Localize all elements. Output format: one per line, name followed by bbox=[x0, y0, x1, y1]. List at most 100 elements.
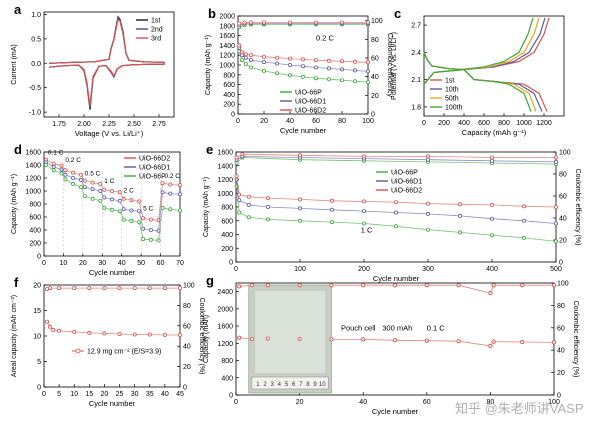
y-right-tick-label: 80 bbox=[183, 303, 191, 310]
x-tick-label: 500 bbox=[550, 266, 562, 273]
data-point bbox=[425, 211, 430, 216]
data-point bbox=[297, 197, 302, 202]
legend-label: 1st bbox=[151, 18, 160, 25]
data-point bbox=[121, 207, 126, 212]
legend-label: UiO-66D2 bbox=[391, 188, 422, 195]
y-right-tick-label: 80 bbox=[557, 303, 565, 310]
y-tick-label: 0 bbox=[229, 260, 233, 267]
series-line bbox=[423, 17, 546, 85]
data-point bbox=[51, 168, 56, 173]
data-point bbox=[552, 283, 557, 288]
data-point bbox=[117, 190, 122, 195]
data-point bbox=[326, 77, 331, 82]
data-point bbox=[78, 172, 83, 177]
data-point bbox=[162, 332, 167, 337]
x-tick-label: 1.75 bbox=[52, 121, 66, 128]
data-point bbox=[132, 286, 137, 291]
y-right-axis-label: Coulombic efficiency (%) bbox=[198, 298, 205, 375]
data-point bbox=[425, 154, 430, 159]
data-point bbox=[98, 181, 103, 186]
data-point bbox=[361, 199, 366, 204]
y-axis-label: Capacity (mAh g⁻¹) bbox=[203, 177, 210, 237]
x-tick-label: 40 bbox=[359, 399, 367, 406]
data-point bbox=[352, 79, 357, 84]
y-tick-label: 2000 bbox=[219, 14, 235, 21]
x-axis-label: Voltage (V vs. Li/Li⁺) bbox=[75, 129, 144, 138]
data-point bbox=[489, 233, 494, 238]
y-right-tick-label: 20 bbox=[557, 370, 565, 377]
panel-f: f0 5 10 15 20 25 30 35 40 4505101520020406080100C… bbox=[11, 275, 205, 408]
plot-frame bbox=[423, 15, 565, 117]
x-tick-label: 400 bbox=[486, 266, 498, 273]
x-axis-label: Capacity (mAh g⁻¹) bbox=[462, 128, 527, 137]
annotation-rate: 1 C bbox=[361, 225, 373, 234]
series-line bbox=[239, 23, 368, 28]
y-right-tick-label: 60 bbox=[557, 325, 565, 332]
legend-label: 50th bbox=[445, 96, 459, 103]
data-point bbox=[520, 283, 525, 288]
x-tick-label: 40 bbox=[161, 391, 169, 398]
data-point bbox=[554, 159, 559, 164]
legend-label: 12.9 mg cm⁻² (E/S=3.9) bbox=[87, 349, 161, 356]
y-tick-label: 200 bbox=[221, 246, 233, 253]
data-point bbox=[51, 161, 56, 166]
panel-label: b bbox=[208, 6, 216, 21]
x-tick-label: 40 bbox=[286, 118, 294, 125]
data-point bbox=[160, 181, 165, 186]
ruler-number: 6 bbox=[292, 382, 296, 388]
data-point bbox=[234, 174, 239, 179]
data-point bbox=[339, 78, 344, 83]
data-point bbox=[137, 209, 142, 214]
ruler-number: 2 bbox=[263, 382, 267, 388]
data-point bbox=[393, 210, 398, 215]
series-line bbox=[423, 52, 548, 112]
y-tick-label: 1600 bbox=[219, 33, 235, 40]
data-point bbox=[82, 194, 87, 199]
data-point bbox=[237, 210, 242, 215]
legend-label: 3rd bbox=[151, 36, 161, 43]
y-tick-label: 1600 bbox=[217, 324, 233, 331]
data-point bbox=[425, 201, 430, 206]
data-point bbox=[129, 218, 134, 223]
data-point bbox=[51, 327, 56, 332]
y-right-tick-label: 100 bbox=[557, 281, 569, 288]
data-point bbox=[554, 239, 559, 244]
data-point bbox=[489, 216, 494, 221]
y-tick-label: 1200 bbox=[217, 177, 233, 184]
data-point bbox=[71, 175, 76, 180]
ruler bbox=[251, 376, 329, 390]
data-point bbox=[313, 65, 318, 70]
x-tick-label: 1000 bbox=[516, 120, 532, 127]
x-tick-label: 15 bbox=[85, 391, 93, 398]
y-tick-label: 1000 bbox=[217, 191, 233, 198]
y-tick-label: 15 bbox=[33, 308, 41, 315]
data-point bbox=[48, 286, 53, 291]
y-tick-label: 1200 bbox=[219, 53, 235, 60]
data-point bbox=[243, 55, 248, 60]
data-point bbox=[71, 181, 76, 186]
y-right-tick-label: 80 bbox=[371, 37, 379, 44]
ruler-number: 9 bbox=[313, 382, 317, 388]
y-tick-label: 200 bbox=[223, 102, 235, 109]
data-point bbox=[297, 283, 302, 288]
ruler-number: 7 bbox=[299, 382, 303, 388]
legend-label: UiO-66P bbox=[295, 90, 322, 97]
legend-label: 10th bbox=[445, 87, 459, 94]
y-tick-label: 400 bbox=[223, 92, 235, 99]
y-tick-label: 200 bbox=[29, 241, 41, 248]
y-tick-label: 2400 bbox=[217, 289, 233, 296]
x-tick-label: 400 bbox=[458, 120, 470, 127]
data-point bbox=[361, 209, 366, 214]
y-tick-label: 600 bbox=[223, 82, 235, 89]
data-point bbox=[297, 206, 302, 211]
y-right-tick-label: 40 bbox=[559, 216, 567, 223]
y-tick-label: 0 bbox=[37, 385, 41, 392]
data-point bbox=[156, 238, 161, 243]
data-point bbox=[63, 168, 68, 173]
panel-label: a bbox=[14, 2, 22, 17]
data-point bbox=[148, 237, 153, 242]
data-point bbox=[248, 20, 253, 25]
y-right-tick-label: 100 bbox=[183, 283, 195, 290]
x-tick-label: 20 bbox=[79, 260, 87, 267]
data-point bbox=[554, 221, 559, 226]
